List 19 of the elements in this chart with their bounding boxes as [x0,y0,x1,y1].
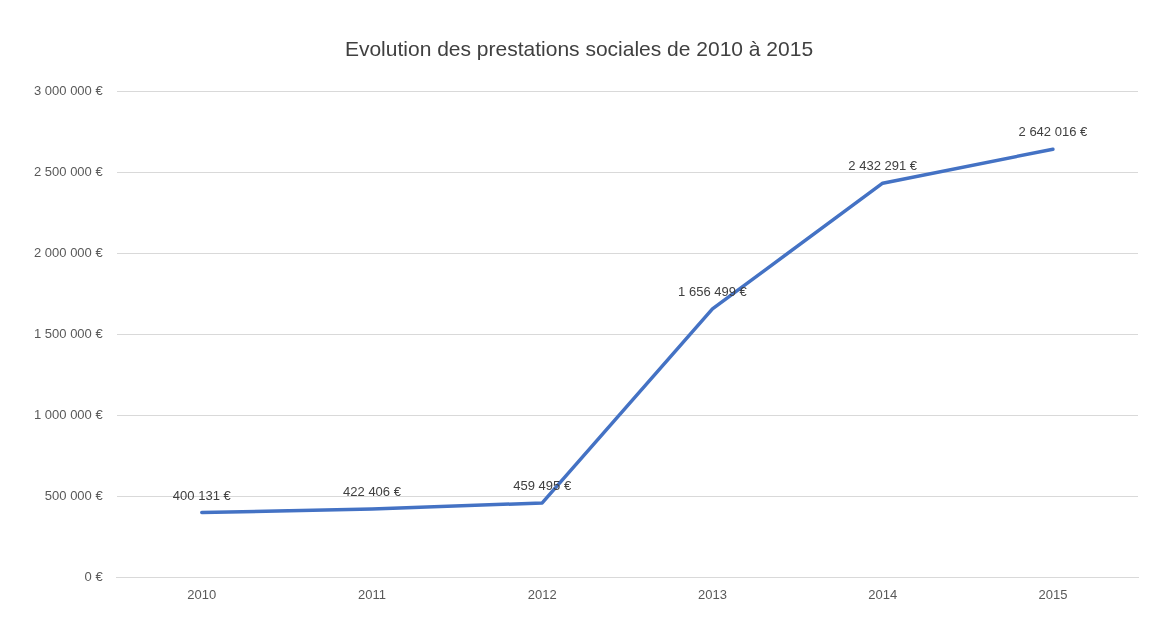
data-label: 1 656 499 € [678,284,748,300]
y-tick-label: 1 500 000 € [33,325,104,341]
chart-title: Evolution des prestations sociales de 2010 à 2015 [344,37,814,61]
y-tick-label: 2 500 000 € [33,163,104,179]
data-label: 2 642 016 € [1018,124,1088,140]
x-tick-label: 2014 [868,586,898,602]
x-tick-label: 2011 [358,586,386,602]
x-tick-label: 2010 [187,586,217,602]
y-tick-label: 2 000 000 € [33,244,104,260]
y-tick-label: 0 € [84,568,104,584]
data-label: 400 131 € [172,487,232,503]
data-label: 2 432 291 € [848,158,918,174]
y-tick-label: 3 000 000 € [33,82,104,98]
y-tick-label: 1 000 000 € [33,406,104,422]
x-tick-label: 2012 [527,586,557,602]
data-label: 422 406 € [343,484,402,500]
x-tick-label: 2015 [1038,586,1068,602]
x-tick-label: 2013 [697,586,727,602]
y-tick-label: 500 000 € [44,487,104,503]
